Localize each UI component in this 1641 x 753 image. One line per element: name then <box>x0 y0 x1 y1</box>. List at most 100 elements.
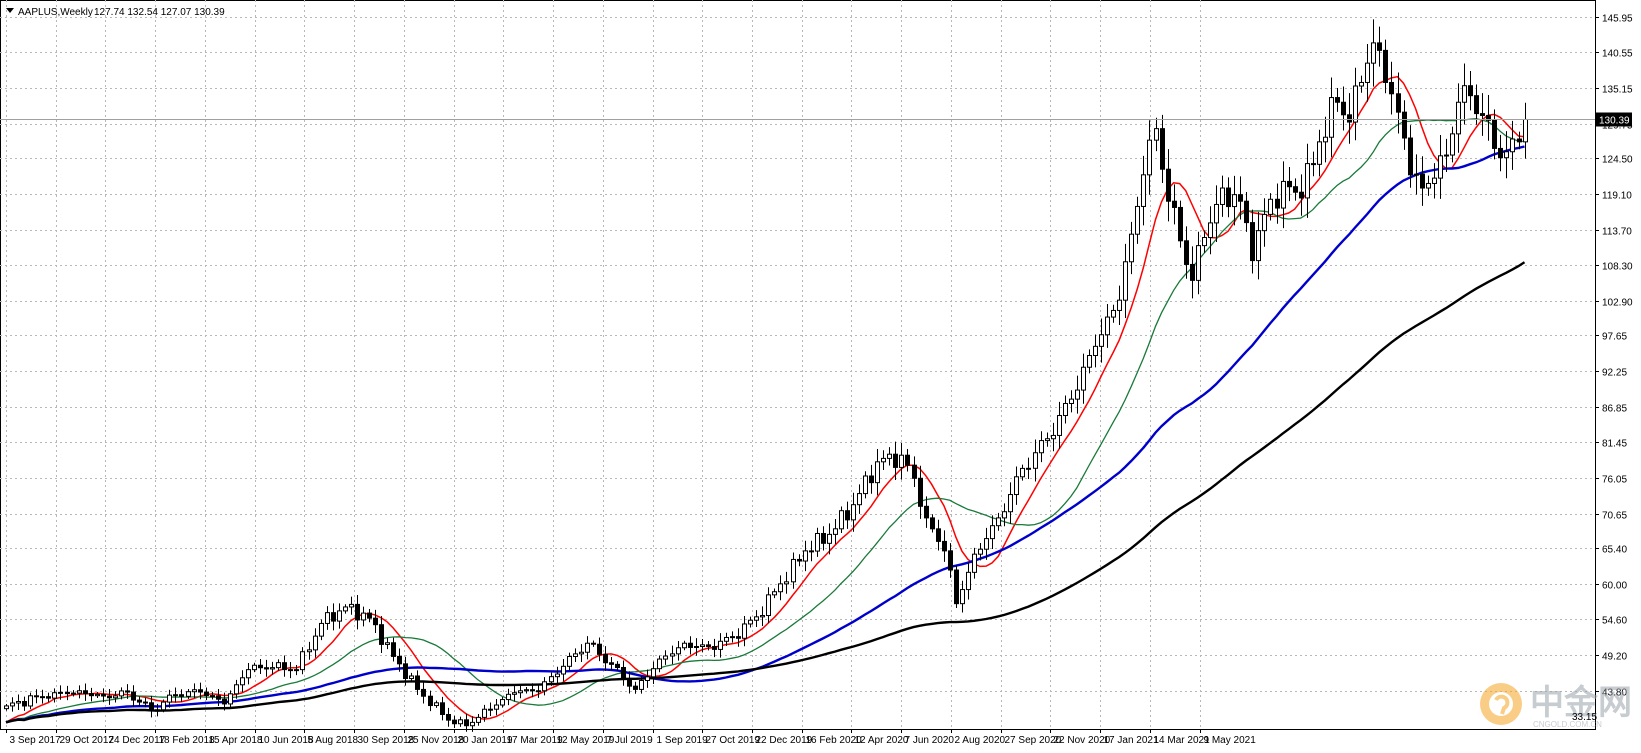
candle <box>1492 109 1497 160</box>
candle <box>960 580 965 613</box>
candle <box>706 641 711 651</box>
watermark: 中金网 CNGOLD.COM.CN <box>1480 683 1632 729</box>
candle <box>349 596 354 615</box>
price-tick-label: 70.65 <box>1602 511 1627 522</box>
candle <box>1008 482 1013 524</box>
candle <box>585 636 590 660</box>
candle <box>22 696 27 711</box>
candle <box>367 608 372 623</box>
time-tick-label: 30 Sep 2018 <box>358 735 415 746</box>
candle <box>34 689 39 704</box>
candle <box>143 697 148 708</box>
time-tick-label: 2 Aug 2020 <box>955 735 1006 746</box>
candle <box>948 543 953 578</box>
candle <box>428 690 433 712</box>
candle <box>700 639 705 653</box>
candle <box>319 619 324 641</box>
candle <box>972 547 977 579</box>
candle <box>676 640 681 661</box>
candle <box>1498 134 1503 172</box>
candle <box>1408 125 1413 188</box>
time-tick-label: 22 Dec 2019 <box>756 735 813 746</box>
time-tick-label: 24 Dec 2017 <box>109 735 166 746</box>
candle <box>651 661 656 684</box>
candle <box>839 506 844 534</box>
candle <box>1389 61 1394 115</box>
candle <box>101 688 106 703</box>
candle <box>1190 246 1195 299</box>
candle <box>434 700 439 708</box>
candle <box>300 647 305 675</box>
candle <box>827 523 832 555</box>
time-tick-label: 22 Nov 2020 <box>1054 735 1111 746</box>
candle <box>1456 83 1461 153</box>
price-tick-label: 65.40 <box>1602 545 1627 556</box>
candle <box>1268 193 1273 221</box>
candle <box>1377 26 1382 67</box>
candles <box>4 19 1528 732</box>
candle <box>712 638 717 658</box>
candle <box>936 519 941 551</box>
candle <box>1486 94 1491 141</box>
candle <box>1075 375 1080 414</box>
candle <box>1468 71 1473 111</box>
watermark-name: 中金网 <box>1530 683 1632 722</box>
candle <box>797 554 802 567</box>
candle <box>742 616 747 647</box>
candle <box>415 670 420 696</box>
candle <box>603 646 608 671</box>
candle <box>403 656 408 686</box>
candle <box>730 631 735 643</box>
candle <box>736 628 741 647</box>
candle <box>40 689 45 704</box>
candle <box>228 690 233 708</box>
last-price-value: 130.39 <box>1599 116 1630 127</box>
candle <box>609 656 614 671</box>
candle <box>561 659 566 682</box>
time-tick-label: 17 Jan 2021 <box>1104 735 1159 746</box>
candle <box>1432 163 1437 199</box>
candle <box>1438 135 1443 199</box>
time-tick-label: 7 Jun 2020 <box>905 735 955 746</box>
candle <box>252 662 257 673</box>
dropdown-triangle-icon[interactable] <box>6 8 14 13</box>
candle <box>343 604 348 614</box>
candle <box>573 648 578 663</box>
candle <box>1099 318 1104 363</box>
candle <box>633 681 638 694</box>
candle <box>246 663 251 685</box>
candle <box>615 661 620 671</box>
price-tick-label: 92.25 <box>1602 368 1627 379</box>
candle <box>1517 131 1522 150</box>
candle <box>1154 117 1159 152</box>
candle <box>1293 178 1298 201</box>
candle <box>627 671 632 694</box>
candle <box>990 515 995 549</box>
candle <box>1172 184 1177 225</box>
candle <box>258 658 263 674</box>
candle <box>1504 131 1509 179</box>
candle <box>89 687 94 702</box>
candle <box>52 688 57 703</box>
candle <box>1196 231 1201 295</box>
time-tick-label: 18 Feb 2018 <box>159 735 216 746</box>
time-tick-label: 7 Jul 2019 <box>607 735 654 746</box>
price-tick-label: 102.90 <box>1602 298 1633 309</box>
price-tick-label: 113.70 <box>1602 227 1632 238</box>
price-axis[interactable]: 145.95140.55135.15129.75124.50119.10113.… <box>1595 0 1633 729</box>
candle <box>470 716 475 732</box>
candle <box>10 697 15 712</box>
candle <box>167 689 172 708</box>
candle <box>1184 226 1189 279</box>
time-tick-label: 14 Mar 2021 <box>1154 735 1211 746</box>
candle <box>924 496 929 528</box>
time-tick-label: 3 Sep 2017 <box>10 735 62 746</box>
time-tick-label: 25 Nov 2018 <box>408 735 465 746</box>
candle <box>355 594 360 630</box>
axis-bottom-small-value: 33.15 <box>1572 712 1597 723</box>
candle <box>918 465 923 519</box>
candle <box>791 552 796 589</box>
